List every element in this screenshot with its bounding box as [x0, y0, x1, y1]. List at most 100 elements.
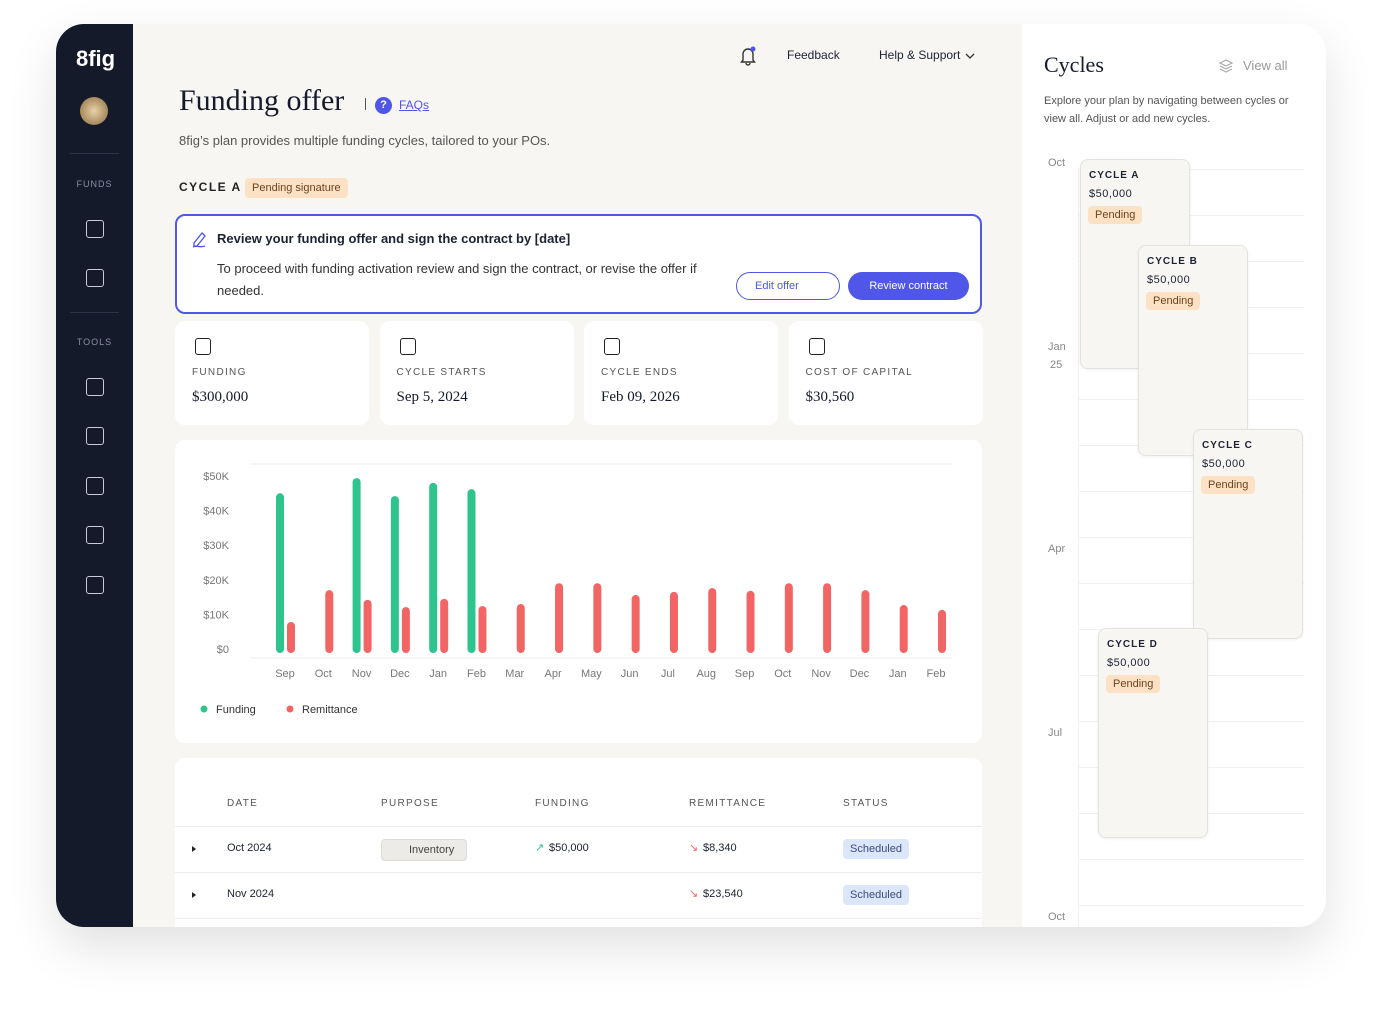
x-tick-label: Sep [275, 668, 295, 680]
faq-icon[interactable]: ? [375, 97, 392, 114]
y-tick-label: $20K [203, 575, 229, 587]
page-title: Funding offer [179, 84, 345, 117]
app-window: 8fig FUNDS TOOLS Feedback Help & Support… [56, 24, 1326, 927]
row-divider [175, 918, 982, 919]
divider [365, 98, 366, 110]
bar [516, 604, 525, 653]
column-header: DATE [227, 798, 259, 809]
bar [478, 606, 487, 653]
stat-value: Sep 5, 2024 [396, 389, 468, 405]
month-label: Jan [1048, 341, 1066, 353]
stat-card: CYCLE ENDS Feb 09, 2026 [584, 321, 778, 425]
x-tick-label: Dec [850, 668, 870, 680]
bar [352, 478, 361, 653]
timeline-axis [1078, 169, 1079, 927]
x-tick-label: Nov [811, 668, 831, 680]
cycle-amount: $50,000 [1107, 657, 1151, 669]
avatar[interactable] [80, 97, 108, 125]
edit-offer-button[interactable]: Edit offer [736, 272, 840, 300]
bar [899, 605, 908, 653]
cycles-panel: Cycles View all Explore your plan by nav… [1022, 24, 1326, 927]
y-tick-label: $0 [217, 644, 229, 656]
nav-icon[interactable] [86, 378, 104, 396]
year-label: 25 [1050, 359, 1063, 371]
timeline-line [1078, 537, 1304, 538]
alert-text: To proceed with funding activation revie… [217, 261, 697, 298]
divider [70, 153, 119, 154]
logo[interactable]: 8fig [76, 46, 116, 71]
stat-label: COST OF CAPITAL [805, 367, 913, 378]
x-tick-label: Jan [889, 668, 907, 680]
panel-description: Explore your plan by navigating between … [1044, 95, 1289, 125]
expand-arrow[interactable] [192, 892, 196, 898]
legend-label: Funding [216, 704, 256, 716]
cycle-card[interactable]: CYCLE D $50,000 Pending [1098, 628, 1208, 838]
bar [429, 482, 438, 653]
stat-label: CYCLE ENDS [601, 367, 678, 378]
faq-link[interactable]: FAQs [399, 98, 430, 112]
row-divider [175, 872, 982, 873]
nav-icon[interactable] [86, 477, 104, 495]
feedback-link[interactable]: Feedback [787, 48, 840, 62]
down-arrow: ↘ [689, 888, 699, 900]
column-header: FUNDING [535, 798, 590, 809]
view-all-link[interactable]: View all [1243, 58, 1288, 73]
schedule-table: DATE PURPOSE FUNDING REMITTANCE STATUS Oct 20… [175, 758, 982, 927]
timeline-line [1078, 905, 1304, 906]
bar [276, 493, 284, 653]
stat-card: COST OF CAPITAL $30,560 [788, 321, 983, 425]
stat-card: FUNDING $300,000 [175, 321, 369, 425]
timeline-line [1078, 583, 1304, 584]
row-divider [175, 826, 982, 827]
bar [631, 595, 640, 653]
help-link[interactable]: Help & Support [879, 48, 961, 62]
remittance-cell: $8,340 [703, 842, 737, 854]
bar [708, 588, 717, 653]
stat-card: CYCLE STARTS Sep 5, 2024 [379, 321, 574, 425]
column-header: PURPOSE [381, 798, 440, 809]
x-tick-label: Feb [927, 668, 946, 680]
date-cell: Nov 2024 [227, 888, 275, 900]
stat-label: CYCLE STARTS [396, 367, 487, 378]
purpose-chip: Inventory [381, 839, 468, 861]
timeline-line [1078, 215, 1304, 216]
bar [784, 583, 793, 653]
divider [70, 312, 119, 313]
alert-box: Review your funding offer and sign the c… [175, 214, 982, 314]
nav-icon[interactable] [86, 526, 104, 544]
nav-icon[interactable] [86, 427, 104, 445]
bar [746, 590, 755, 653]
cycle-name: CYCLE B [1147, 256, 1198, 267]
panel-title: Cycles [1044, 52, 1104, 77]
y-tick-label: $10K [203, 609, 229, 621]
x-tick-label: Nov [352, 668, 372, 680]
cycle-card[interactable]: CYCLE B $50,000 Pending [1138, 245, 1248, 456]
nav-icon[interactable] [86, 220, 104, 238]
timeline-line [1078, 169, 1304, 170]
y-tick-label: $40K [203, 506, 229, 518]
bar [440, 598, 449, 653]
x-tick-label: May [581, 668, 602, 680]
x-tick-label: Oct [774, 668, 791, 680]
expand-arrow[interactable] [192, 846, 196, 852]
cycle-card[interactable]: CYCLE C $50,000 Pending [1193, 429, 1303, 639]
bar [325, 590, 334, 653]
cycle-amount: $50,000 [1202, 458, 1246, 470]
bell-icon[interactable] [739, 46, 757, 66]
down-arrow: ↘ [689, 842, 699, 854]
cycle-status: Pending [1106, 675, 1161, 693]
bar [467, 489, 476, 653]
x-tick-label: Dec [390, 668, 410, 680]
timeline-line [1078, 491, 1304, 492]
status-chip: Scheduled [843, 885, 909, 905]
nav-icon[interactable] [86, 576, 104, 594]
bar [401, 607, 410, 653]
section-label: TOOLS [76, 337, 113, 347]
review-contract-button[interactable]: Review contract [848, 272, 969, 300]
nav-icon[interactable] [86, 269, 104, 287]
legend-dot [200, 705, 208, 713]
bar [555, 583, 564, 653]
stat-icon [195, 338, 211, 355]
month-label: Jul [1048, 727, 1063, 739]
